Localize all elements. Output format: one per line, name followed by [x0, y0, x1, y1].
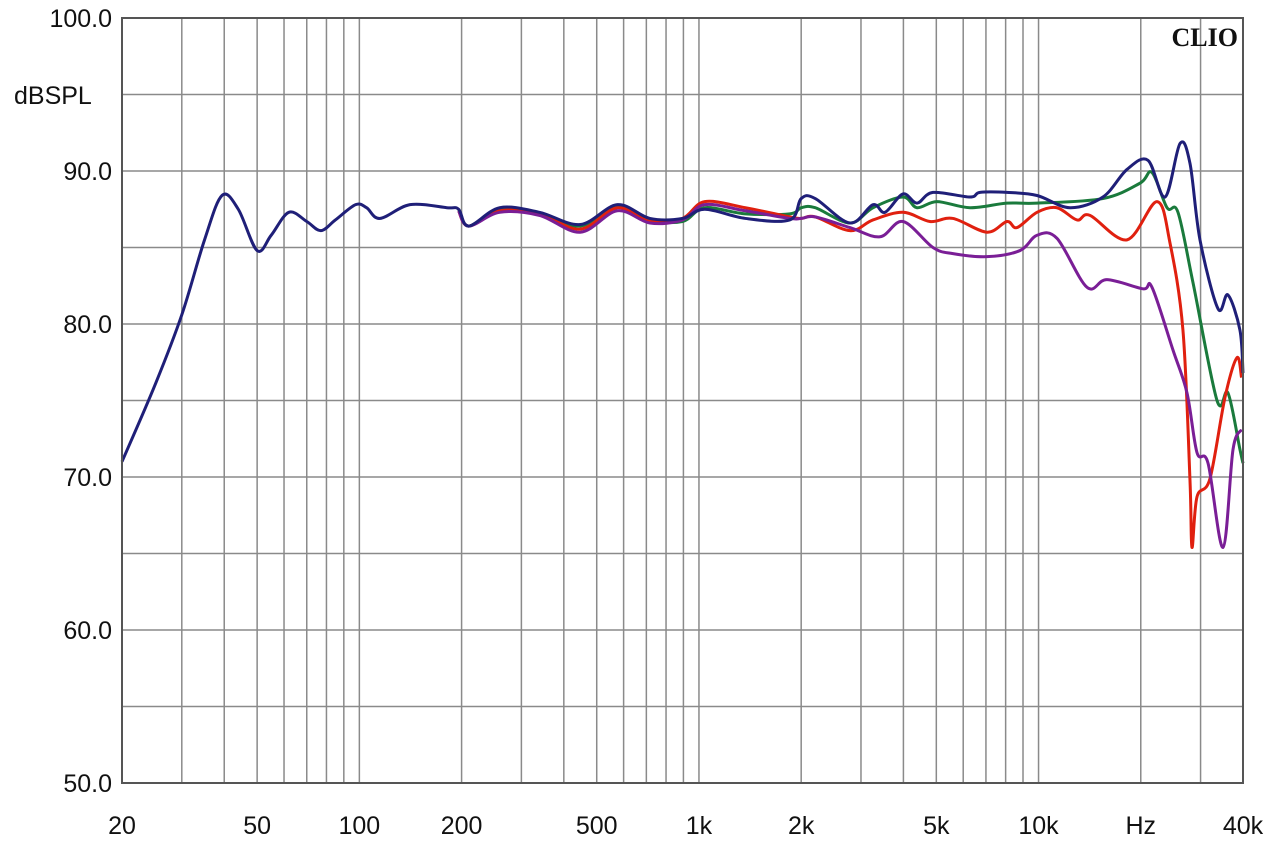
- y-tick-label: 60.0: [63, 617, 112, 645]
- x-tick-label: 5k: [923, 812, 950, 840]
- grid: [121, 17, 1244, 784]
- plot-frame: [121, 17, 1244, 784]
- y-axis-label: dBSPL: [14, 82, 92, 110]
- x-tick-label: 10k: [1018, 812, 1059, 840]
- x-tick-label: 500: [576, 812, 618, 840]
- y-tick-label: 70.0: [63, 464, 112, 492]
- x-tick-label: 40k: [1223, 812, 1264, 840]
- series-line-1: [120, 140, 1245, 463]
- y-tick-label: 100.0: [49, 5, 112, 33]
- series-line-3: [457, 199, 1244, 549]
- y-tick-label: 90.0: [63, 158, 112, 186]
- series-line-4: [457, 202, 1243, 549]
- y-tick-label: 80.0: [63, 311, 112, 339]
- x-tick-label: 20: [108, 812, 136, 840]
- x-tick-label: Hz: [1125, 812, 1156, 840]
- x-tick-label: 1k: [686, 812, 713, 840]
- x-tick-labels: 20 50 100 200 500 1k 2k 5k 10k Hz 40k: [108, 812, 1264, 840]
- y-tick-label: 50.0: [63, 770, 112, 798]
- x-tick-label: 200: [441, 812, 483, 840]
- clio-logo: CLIO: [1172, 23, 1238, 52]
- x-tick-label: 100: [339, 812, 381, 840]
- series-group: [120, 140, 1245, 549]
- series-line-2: [457, 170, 1245, 464]
- x-tick-label: 2k: [788, 812, 815, 840]
- x-tick-label: 50: [243, 812, 271, 840]
- y-tick-labels: 100.0 90.0 80.0 70.0 60.0 50.0: [49, 5, 112, 798]
